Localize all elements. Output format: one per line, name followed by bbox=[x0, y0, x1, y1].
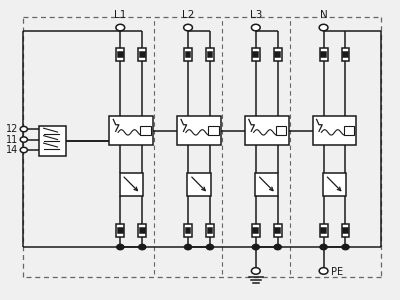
Circle shape bbox=[342, 244, 349, 250]
Bar bbox=[116, 224, 124, 237]
Bar bbox=[313, 116, 356, 145]
Bar bbox=[118, 228, 123, 233]
Bar bbox=[275, 52, 280, 57]
Circle shape bbox=[206, 244, 214, 250]
Text: 12: 12 bbox=[6, 124, 18, 134]
Circle shape bbox=[252, 244, 259, 250]
Bar bbox=[186, 228, 190, 233]
Circle shape bbox=[184, 244, 192, 250]
Bar bbox=[252, 224, 260, 237]
Circle shape bbox=[139, 244, 146, 250]
Bar bbox=[188, 173, 210, 196]
Bar bbox=[177, 116, 221, 145]
Text: PE: PE bbox=[331, 266, 343, 277]
Bar bbox=[184, 224, 192, 237]
Text: 11: 11 bbox=[6, 134, 18, 145]
Text: 14: 14 bbox=[6, 145, 18, 155]
Text: L1: L1 bbox=[114, 10, 126, 20]
Circle shape bbox=[252, 268, 260, 274]
Bar bbox=[342, 48, 350, 61]
Bar bbox=[184, 48, 192, 61]
Bar bbox=[323, 173, 346, 196]
Circle shape bbox=[20, 126, 28, 132]
Bar bbox=[140, 228, 144, 233]
Bar bbox=[254, 228, 258, 233]
Bar bbox=[342, 224, 350, 237]
Text: N: N bbox=[320, 10, 328, 20]
Bar bbox=[274, 224, 282, 237]
Circle shape bbox=[184, 24, 192, 31]
Circle shape bbox=[320, 244, 327, 250]
Bar bbox=[118, 52, 123, 57]
Bar bbox=[320, 48, 328, 61]
Bar bbox=[344, 126, 354, 135]
Bar bbox=[206, 48, 214, 61]
Bar bbox=[321, 52, 326, 57]
Bar bbox=[109, 116, 153, 145]
Bar bbox=[206, 224, 214, 237]
Bar bbox=[276, 126, 286, 135]
Bar bbox=[254, 52, 258, 57]
Bar bbox=[252, 48, 260, 61]
Circle shape bbox=[20, 137, 28, 142]
Circle shape bbox=[319, 24, 328, 31]
Circle shape bbox=[252, 24, 260, 31]
Bar bbox=[274, 48, 282, 61]
Circle shape bbox=[274, 244, 281, 250]
Text: L2: L2 bbox=[182, 10, 194, 20]
Bar bbox=[245, 116, 289, 145]
Circle shape bbox=[319, 268, 328, 274]
Bar bbox=[208, 52, 212, 57]
Bar bbox=[321, 228, 326, 233]
Circle shape bbox=[116, 24, 125, 31]
Bar bbox=[38, 126, 66, 156]
Bar bbox=[140, 126, 151, 135]
Bar bbox=[138, 224, 146, 237]
Bar bbox=[116, 48, 124, 61]
Text: L3: L3 bbox=[250, 10, 262, 20]
Bar bbox=[138, 48, 146, 61]
Bar bbox=[208, 126, 218, 135]
Bar bbox=[120, 173, 143, 196]
Bar bbox=[208, 228, 212, 233]
Bar bbox=[140, 52, 144, 57]
Circle shape bbox=[117, 244, 124, 250]
Circle shape bbox=[20, 147, 28, 153]
Bar bbox=[186, 52, 190, 57]
Bar bbox=[343, 228, 348, 233]
Bar bbox=[343, 52, 348, 57]
Bar bbox=[255, 173, 278, 196]
Bar bbox=[320, 224, 328, 237]
Bar bbox=[275, 228, 280, 233]
